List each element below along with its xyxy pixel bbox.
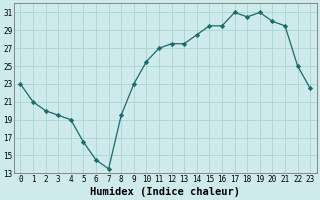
X-axis label: Humidex (Indice chaleur): Humidex (Indice chaleur) xyxy=(90,186,240,197)
